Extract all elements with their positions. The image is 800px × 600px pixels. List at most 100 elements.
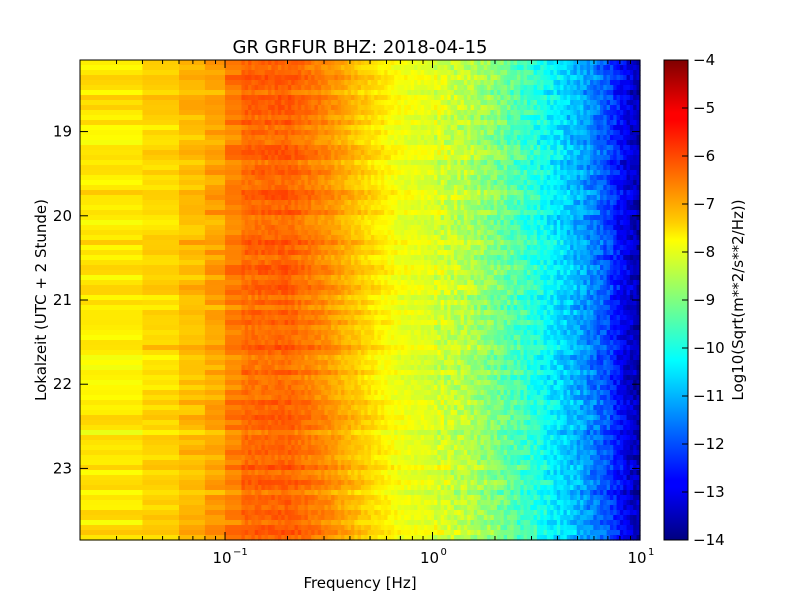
heatmap-cell: [443, 175, 448, 181]
heatmap-cell: [603, 85, 608, 91]
heatmap-cell: [533, 150, 538, 156]
heatmap-cell: [430, 75, 435, 81]
heatmap-cell: [142, 120, 180, 126]
heatmap-cell: [593, 210, 598, 216]
heatmap-cell: [397, 90, 402, 96]
heatmap-cell: [460, 145, 465, 151]
heatmap-cell: [427, 180, 432, 186]
heatmap-cell: [573, 125, 578, 131]
heatmap-cell: [599, 150, 604, 156]
heatmap-cell: [616, 185, 621, 191]
heatmap-cell: [179, 120, 206, 126]
heatmap-cell: [179, 160, 206, 166]
heatmap-cell: [507, 170, 511, 176]
heatmap-cell: [467, 180, 472, 186]
heatmap-cell: [536, 150, 541, 156]
heatmap-cell: [277, 105, 282, 111]
heatmap-cell: [268, 60, 272, 66]
heatmap-cell: [380, 215, 385, 221]
heatmap-cell: [467, 140, 472, 146]
heatmap-cell: [487, 225, 492, 231]
heatmap-cell: [450, 175, 455, 181]
heatmap-cell: [307, 180, 312, 186]
heatmap-cell: [321, 185, 326, 191]
heatmap-cell: [427, 140, 432, 146]
heatmap-cell: [314, 70, 319, 76]
heatmap-cell: [204, 120, 226, 126]
heatmap-cell: [566, 175, 571, 181]
heatmap-cell: [142, 65, 180, 71]
heatmap-cell: [294, 205, 299, 211]
heatmap-cell: [590, 145, 594, 151]
heatmap-cell: [460, 200, 465, 206]
heatmap-cell: [307, 85, 312, 91]
heatmap-cell: [261, 80, 266, 86]
heatmap-cell: [80, 100, 144, 106]
heatmap-cell: [606, 120, 611, 126]
heatmap-cell: [410, 95, 415, 101]
heatmap-cell: [500, 150, 505, 156]
heatmap-cell: [613, 220, 618, 226]
heatmap-cell: [364, 110, 369, 116]
heatmap-cell: [513, 190, 518, 196]
heatmap-cell: [407, 190, 412, 196]
heatmap-cell: [334, 115, 339, 121]
heatmap-cell: [570, 120, 575, 126]
heatmap-cell: [384, 90, 389, 96]
heatmap-cell: [314, 195, 319, 201]
heatmap-cell: [251, 140, 256, 146]
heatmap-cell: [225, 235, 243, 241]
heatmap-cell: [301, 80, 306, 86]
heatmap-cell: [397, 115, 402, 121]
heatmap-cell: [367, 80, 372, 86]
heatmap-cell: [420, 220, 425, 226]
heatmap-cell: [453, 75, 458, 81]
heatmap-cell: [603, 155, 608, 161]
heatmap-cell: [277, 115, 282, 121]
heatmap-cell: [258, 95, 262, 101]
heatmap-cell: [467, 65, 472, 71]
heatmap-cell: [517, 110, 521, 116]
heatmap-cell: [337, 130, 342, 136]
heatmap-cell: [543, 210, 548, 216]
heatmap-cell: [142, 100, 180, 106]
heatmap-cell: [526, 130, 531, 136]
heatmap-cell: [443, 210, 448, 216]
heatmap-cell: [619, 220, 624, 226]
heatmap-cell: [606, 130, 611, 136]
heatmap-cell: [284, 155, 289, 161]
heatmap-cell: [347, 105, 352, 111]
heatmap-cell: [463, 205, 468, 211]
heatmap-cell: [530, 65, 535, 71]
heatmap-cell: [440, 165, 445, 171]
heatmap-cell: [636, 215, 641, 221]
heatmap-cell: [500, 215, 505, 221]
heatmap-cell: [307, 115, 312, 121]
heatmap-cell: [540, 190, 545, 196]
heatmap-cell: [487, 90, 492, 96]
heatmap-cell: [570, 210, 575, 216]
heatmap-cell: [244, 180, 249, 186]
heatmap-cell: [324, 170, 329, 176]
heatmap-cell: [609, 135, 614, 141]
heatmap-cell: [341, 120, 345, 126]
heatmap-cell: [553, 90, 558, 96]
heatmap-cell: [609, 185, 614, 191]
heatmap-cell: [344, 130, 349, 136]
heatmap-cell: [473, 145, 478, 151]
heatmap-cell: [560, 125, 565, 131]
heatmap-cell: [580, 160, 584, 166]
heatmap-cell: [477, 195, 482, 201]
heatmap-cell: [364, 80, 369, 86]
heatmap-cell: [523, 190, 528, 196]
heatmap-cell: [311, 120, 316, 126]
heatmap-cell: [264, 225, 269, 231]
heatmap-cell: [277, 225, 282, 231]
heatmap-cell: [470, 95, 475, 101]
heatmap-cell: [497, 185, 501, 191]
heatmap-cell: [550, 155, 555, 161]
heatmap-cell: [80, 245, 144, 251]
heatmap-cell: [430, 225, 435, 231]
heatmap-cell: [410, 215, 415, 221]
heatmap-cell: [424, 205, 428, 211]
